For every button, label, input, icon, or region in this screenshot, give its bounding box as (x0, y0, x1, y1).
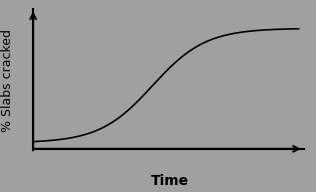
Text: % Slabs cracked: % Slabs cracked (2, 29, 15, 132)
Text: Time: Time (151, 174, 189, 188)
